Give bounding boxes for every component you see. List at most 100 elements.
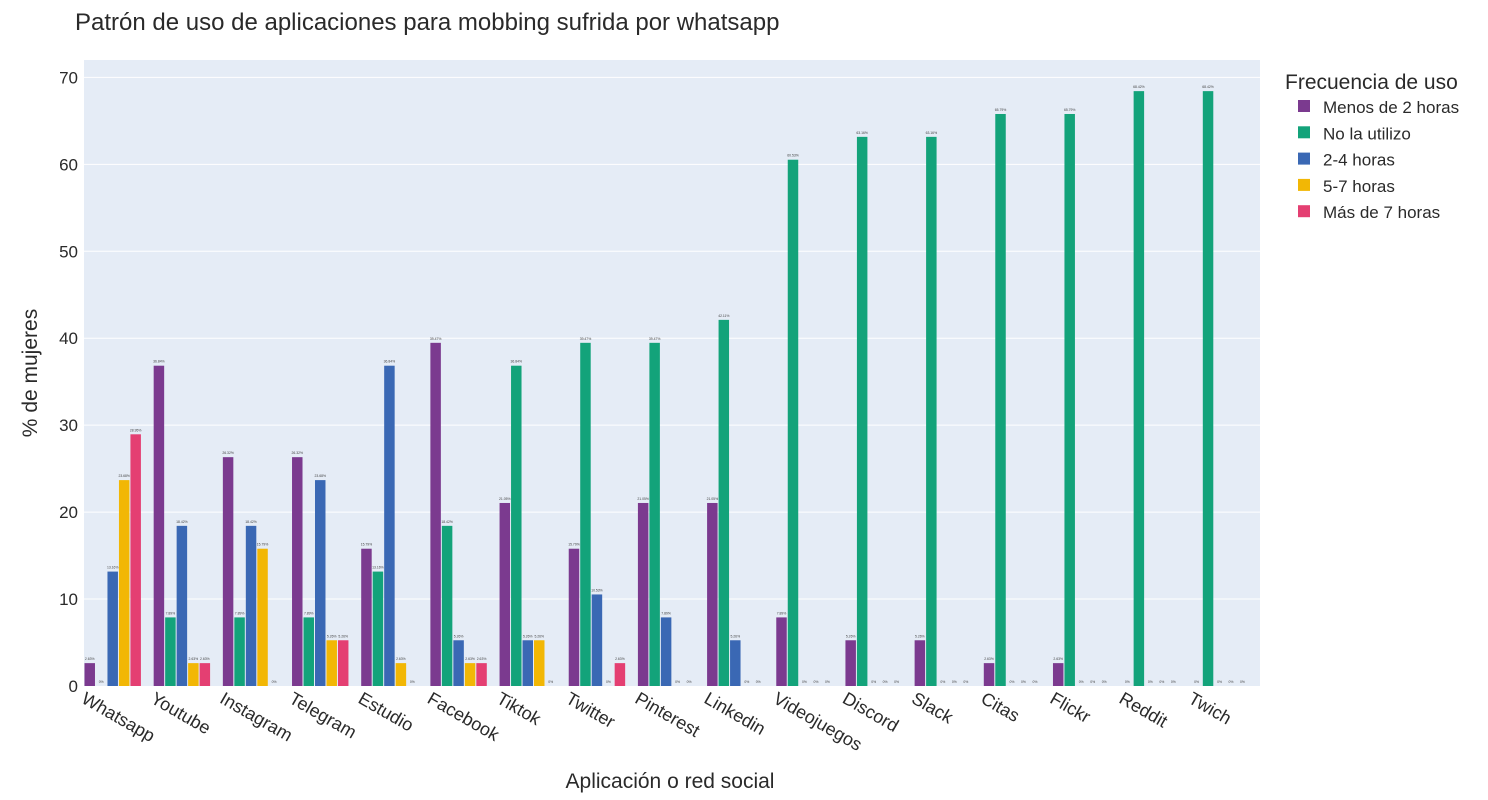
- legend-swatch: [1298, 126, 1310, 139]
- bar: [1064, 113, 1075, 687]
- bar: [337, 640, 349, 686]
- x-tick-label: Youtube: [147, 688, 214, 738]
- bar-value-label: 2.63%: [85, 657, 95, 661]
- bar: [614, 663, 626, 686]
- legend-label: 5-7 horas: [1323, 177, 1395, 196]
- legend-title: Frecuencia de uso: [1285, 71, 1458, 94]
- bar-value-label: 0%: [871, 680, 876, 684]
- bar: [384, 365, 395, 686]
- bar-value-label: 36.84%: [384, 360, 396, 364]
- bar: [257, 548, 268, 686]
- bar-value-label: 0%: [814, 680, 819, 684]
- y-tick-label: 70: [59, 68, 78, 87]
- bar: [303, 617, 314, 686]
- bar-value-label: 65.79%: [995, 108, 1007, 112]
- bar-value-label: 0%: [802, 680, 807, 684]
- gridlines: [84, 76, 1260, 600]
- bar-value-label: 18.42%: [176, 520, 188, 524]
- bar-value-label: 0%: [1159, 680, 1164, 684]
- y-tick-label: 50: [59, 242, 78, 261]
- bar-value-label: 10.53%: [591, 588, 603, 592]
- bar-value-label: 68.42%: [1133, 85, 1145, 89]
- bar: [1133, 91, 1145, 687]
- y-tick-label: 10: [59, 590, 78, 609]
- bar-value-label: 68.42%: [1202, 85, 1214, 89]
- bar-value-label: 0%: [940, 680, 945, 684]
- bar: [995, 113, 1006, 687]
- bar: [118, 480, 130, 686]
- bar-value-label: 0%: [825, 680, 830, 684]
- bar: [372, 571, 384, 686]
- bar: [153, 365, 165, 686]
- x-tick-label: Estudio: [355, 688, 417, 735]
- legend-swatch: [1298, 178, 1310, 191]
- bar: [718, 319, 730, 686]
- bar-value-label: 26.32%: [292, 451, 304, 455]
- bar-value-label: 23.68%: [314, 474, 326, 478]
- x-tick-label: Pinterest: [632, 688, 704, 741]
- bar-value-label: 21.05%: [499, 497, 511, 501]
- bar-value-label: 0%: [1090, 680, 1095, 684]
- x-tick-label: Telegram: [286, 688, 360, 742]
- bar-value-label: 2.63%: [615, 657, 625, 661]
- bar: [222, 457, 234, 686]
- bar-value-label: 2.63%: [477, 657, 487, 661]
- bar-value-label: 0%: [99, 680, 104, 684]
- legend-label: No la utilizo: [1323, 124, 1411, 143]
- chart-title: Patrón de uso de aplicaciones para mobbi…: [75, 9, 779, 36]
- y-tick-label: 40: [59, 329, 78, 348]
- bar-value-label: 0%: [675, 680, 680, 684]
- bar-value-label: 0%: [963, 680, 968, 684]
- bar-value-label: 0%: [548, 680, 553, 684]
- y-tick-label: 60: [59, 155, 78, 174]
- bar-value-label: 21.05%: [637, 497, 649, 501]
- bar-value-label: 0%: [1240, 680, 1245, 684]
- bar-value-label: 0%: [952, 680, 957, 684]
- bar: [1202, 91, 1214, 687]
- x-tick-label: Facebook: [424, 688, 503, 745]
- bar: [176, 525, 188, 686]
- bar: [856, 136, 868, 686]
- bar-value-label: 0%: [883, 680, 888, 684]
- bar: [983, 663, 995, 686]
- legend-label: Menos de 2 horas: [1323, 98, 1459, 117]
- y-tick-label: 20: [59, 503, 78, 522]
- bar-value-label: 0%: [272, 680, 277, 684]
- bar: [441, 525, 453, 686]
- bar-value-label: 18.42%: [245, 520, 257, 524]
- bar-value-label: 7.89%: [777, 611, 787, 615]
- bar-value-label: 15.79%: [361, 543, 373, 547]
- bar-value-label: 36.84%: [153, 360, 165, 364]
- bar-value-label: 5.26%: [915, 634, 925, 638]
- bar: [511, 365, 522, 686]
- legend-swatch: [1298, 205, 1310, 218]
- x-tick-label: Reddit: [1116, 688, 1171, 731]
- legend-label: 2-4 horas: [1323, 151, 1395, 170]
- bar-value-label: 0%: [1148, 680, 1153, 684]
- bar-value-label: 63.16%: [856, 131, 868, 135]
- bar-value-label: 39.47%: [430, 337, 442, 341]
- bar-value-label: 15.79%: [257, 543, 269, 547]
- bar-value-label: 39.47%: [580, 337, 592, 341]
- bar-value-label: 2.63%: [1053, 657, 1063, 661]
- bar: [361, 548, 372, 686]
- bar: [326, 640, 337, 686]
- bar: [395, 663, 407, 686]
- bar-value-label: 0%: [1171, 680, 1176, 684]
- bar-value-label: 0%: [1125, 680, 1130, 684]
- bar-value-label: 2.63%: [189, 657, 199, 661]
- bar: [453, 640, 464, 686]
- bar: [534, 640, 545, 686]
- bar-value-label: 0%: [606, 680, 611, 684]
- bar-value-label: 0%: [1229, 680, 1234, 684]
- bar: [730, 640, 741, 686]
- bar-value-label: 7.89%: [304, 611, 314, 615]
- bar: [707, 502, 718, 686]
- bar-value-label: 5.26%: [534, 634, 544, 638]
- bar-value-label: 0%: [1217, 680, 1222, 684]
- bar-value-label: 2.63%: [396, 657, 406, 661]
- bar: [776, 617, 787, 686]
- bar-value-label: 65.79%: [1064, 108, 1076, 112]
